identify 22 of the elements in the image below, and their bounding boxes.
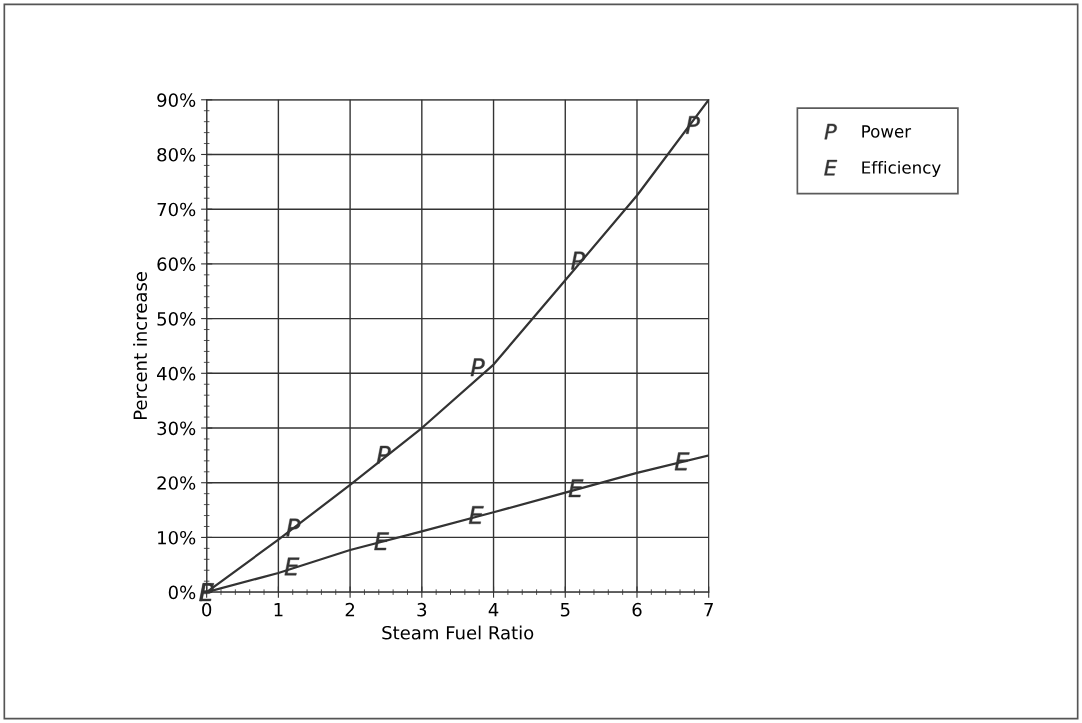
- x-tick-label: 0: [202, 602, 212, 617]
- x-tick-label: 4: [488, 603, 499, 617]
- y-tick-label: 40%: [157, 366, 196, 381]
- x-tick-label: 5: [560, 603, 570, 617]
- x-tick-label: 1: [274, 603, 283, 617]
- y-tick-label: 50%: [157, 312, 196, 326]
- y-tick-label: 70%: [157, 202, 196, 217]
- x-tick-label: 3: [417, 602, 427, 617]
- y-tick-label: 20%: [157, 476, 196, 490]
- x-tick-label: 2: [345, 602, 355, 617]
- legend-label: Efficiency: [862, 160, 941, 178]
- y-tick-label: 90%: [157, 93, 196, 107]
- y-tick-label: 80%: [157, 147, 196, 162]
- y-axis-title: Percent increase: [133, 272, 148, 420]
- y-tick-label: 60%: [157, 257, 196, 272]
- y-tick-label: 10%: [158, 530, 196, 545]
- x-axis-title: Steam Fuel Ratio: [382, 625, 534, 640]
- x-tick-label: 7: [704, 603, 713, 617]
- x-tick-label: 6: [632, 602, 642, 617]
- legend-label: Power: [862, 125, 912, 138]
- y-tick-label: 30%: [157, 421, 196, 436]
- y-tick-label: 0%: [168, 585, 196, 600]
